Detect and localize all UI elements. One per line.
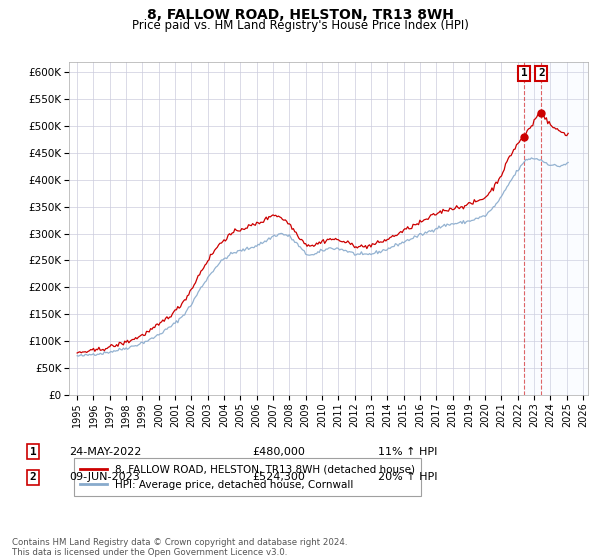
Text: 1: 1	[521, 68, 527, 78]
Legend: 8, FALLOW ROAD, HELSTON, TR13 8WH (detached house), HPI: Average price, detached: 8, FALLOW ROAD, HELSTON, TR13 8WH (detac…	[74, 458, 421, 496]
Text: 09-JUN-2023: 09-JUN-2023	[69, 472, 140, 482]
Text: 24-MAY-2022: 24-MAY-2022	[69, 447, 142, 457]
Bar	[524, 62, 588, 395]
Text: Price paid vs. HM Land Registry's House Price Index (HPI): Price paid vs. HM Land Registry's House …	[131, 19, 469, 32]
Text: £524,300: £524,300	[252, 472, 305, 482]
Text: 1: 1	[29, 447, 37, 457]
Text: 2: 2	[538, 68, 545, 78]
Text: Contains HM Land Registry data © Crown copyright and database right 2024.
This d: Contains HM Land Registry data © Crown c…	[12, 538, 347, 557]
Text: 20% ↑ HPI: 20% ↑ HPI	[378, 472, 437, 482]
Text: £480,000: £480,000	[252, 447, 305, 457]
Text: 8, FALLOW ROAD, HELSTON, TR13 8WH: 8, FALLOW ROAD, HELSTON, TR13 8WH	[146, 8, 454, 22]
Text: 11% ↑ HPI: 11% ↑ HPI	[378, 447, 437, 457]
Text: 2: 2	[29, 472, 37, 482]
